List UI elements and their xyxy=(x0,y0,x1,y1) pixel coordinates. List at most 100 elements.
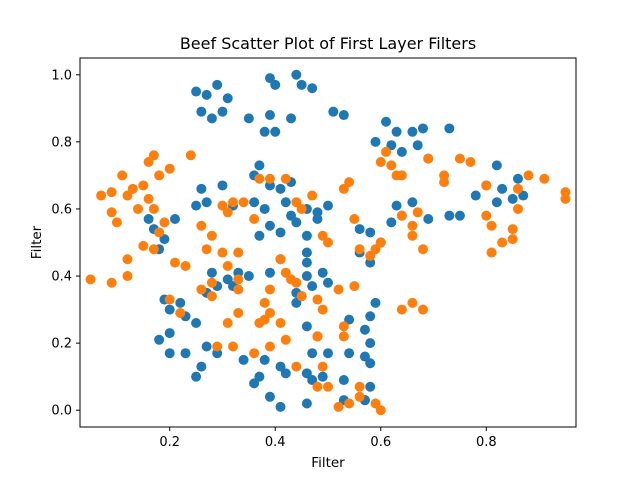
series-2-point-6 xyxy=(106,187,117,198)
chart-title: Beef Scatter Plot of First Layer Filters xyxy=(180,34,476,53)
series-2-point-82 xyxy=(206,277,217,288)
series-2-point-100 xyxy=(317,304,328,315)
series-2-point-26 xyxy=(185,150,196,161)
series-2-point-1 xyxy=(85,274,96,285)
series-2-point-11 xyxy=(117,170,128,181)
series-2-point-125 xyxy=(275,318,286,329)
series-2-point-65 xyxy=(481,180,492,191)
series-2-point-95 xyxy=(280,267,291,278)
series-2-point-32 xyxy=(228,197,239,208)
series-1-point-72 xyxy=(512,173,523,184)
series-2-point-85 xyxy=(233,247,244,258)
y-tick-label: 1.0 xyxy=(51,68,72,83)
series-1-point-42 xyxy=(280,197,291,208)
series-2-point-79 xyxy=(175,307,186,318)
series-2-point-52 xyxy=(386,160,397,171)
series-1-point-115 xyxy=(264,391,275,402)
series-2-point-119 xyxy=(370,398,381,409)
series-1-point-62 xyxy=(407,197,418,208)
series-2-point-118 xyxy=(354,391,365,402)
series-1-point-119 xyxy=(307,348,318,359)
series-2-point-29 xyxy=(201,244,212,255)
series-1-point-131 xyxy=(359,351,370,362)
series-2-point-98 xyxy=(296,291,307,302)
series-2-point-14 xyxy=(143,156,154,167)
series-2-point-94 xyxy=(275,254,286,265)
series-2-point-77 xyxy=(560,193,571,204)
series-2-point-116 xyxy=(344,398,355,409)
series-1-point-19 xyxy=(338,110,349,121)
series-1-point-114 xyxy=(280,368,291,379)
series-1-point-90 xyxy=(301,257,312,268)
series-1-point-98 xyxy=(175,297,186,308)
series-1-point-110 xyxy=(254,371,265,382)
series-2-point-15 xyxy=(148,150,159,161)
series-2-point-84 xyxy=(222,260,233,271)
series-1-point-94 xyxy=(291,297,302,308)
series-1-point-16 xyxy=(270,126,281,137)
series-1-point-59 xyxy=(365,227,376,238)
series-2-point-122 xyxy=(407,297,418,308)
y-tick-label: 0.2 xyxy=(51,337,72,352)
series-2-point-68 xyxy=(486,247,497,258)
series-2-point-39 xyxy=(296,203,307,214)
series-2-point-59 xyxy=(417,244,428,255)
series-2-point-57 xyxy=(407,230,418,241)
series-2-point-86 xyxy=(233,274,244,285)
x-tick-label: 0.2 xyxy=(159,435,180,450)
series-1-point-97 xyxy=(164,304,175,315)
series-1-point-21 xyxy=(391,126,402,137)
series-2-point-62 xyxy=(439,170,450,181)
series-1-point-105 xyxy=(201,341,212,352)
series-2-point-27 xyxy=(196,220,207,231)
x-tick-label: 0.4 xyxy=(265,435,286,450)
series-2-point-108 xyxy=(249,348,260,359)
series-1-point-2 xyxy=(201,89,212,100)
y-tick-label: 0.8 xyxy=(51,135,72,150)
series-1-point-134 xyxy=(365,358,376,369)
series-1-point-103 xyxy=(164,348,175,359)
series-2-point-123 xyxy=(417,304,428,315)
series-2-point-48 xyxy=(370,244,381,255)
series-2-point-47 xyxy=(365,250,376,261)
series-1-point-101 xyxy=(164,328,175,339)
series-1-point-24 xyxy=(444,123,455,134)
series-2-point-111 xyxy=(291,361,302,372)
series-2-point-38 xyxy=(291,197,302,208)
series-1-point-49 xyxy=(275,227,286,238)
series-2-point-92 xyxy=(259,297,270,308)
series-1-point-125 xyxy=(338,375,349,386)
series-2-point-41 xyxy=(317,230,328,241)
series-2-point-80 xyxy=(196,284,207,295)
series-1-point-112 xyxy=(259,354,270,365)
series-2-point-12 xyxy=(127,183,138,194)
series-1-point-25 xyxy=(370,136,381,147)
series-1-point-46 xyxy=(323,200,333,211)
series-1-point-122 xyxy=(323,348,333,359)
series-1-point-132 xyxy=(365,381,376,392)
series-1-point-83 xyxy=(243,271,254,282)
series-2-point-115 xyxy=(333,401,344,412)
series-2-point-67 xyxy=(486,220,497,231)
series-1-point-8 xyxy=(264,73,275,84)
series-1-point-51 xyxy=(312,214,323,225)
series-2-point-117 xyxy=(354,381,365,392)
series-1-point-10 xyxy=(291,69,302,80)
series-1-point-48 xyxy=(264,220,275,231)
series-2-point-51 xyxy=(381,146,392,157)
series-2-point-28 xyxy=(206,230,217,241)
series-1-point-23 xyxy=(417,123,428,134)
series-2-point-22 xyxy=(138,240,149,251)
series-2-point-70 xyxy=(507,234,518,245)
series-1-point-78 xyxy=(206,267,217,278)
series-1-point-118 xyxy=(307,375,318,386)
series-2-point-89 xyxy=(233,307,244,318)
series-2-point-107 xyxy=(228,341,239,352)
series-2-point-19 xyxy=(148,203,159,214)
x-axis-label: Filter xyxy=(311,455,345,471)
series-2-point-124 xyxy=(259,314,270,325)
series-1-point-37 xyxy=(191,200,202,211)
series-1-point-71 xyxy=(507,193,518,204)
x-tick-label: 0.6 xyxy=(370,435,391,450)
series-2-point-34 xyxy=(249,214,260,225)
